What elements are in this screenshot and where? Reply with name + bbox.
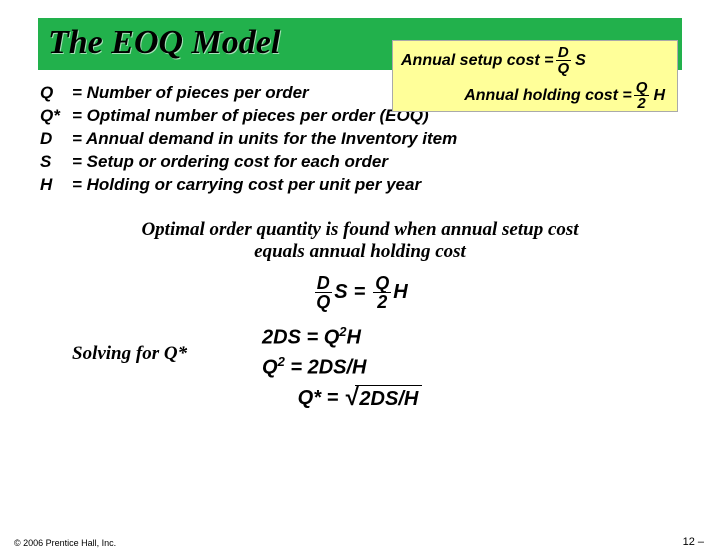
square-root: √ 2DS/H <box>344 385 422 412</box>
step1-sup: 2 <box>339 324 346 339</box>
frac-num: Q <box>373 274 391 293</box>
step1-lhs: 2DS = Q <box>262 327 339 349</box>
def-symbol: H <box>40 174 72 197</box>
step2-rhs: = 2DS/H <box>285 357 367 379</box>
setup-fraction: D Q <box>555 45 571 76</box>
equals-sign: = <box>354 281 366 304</box>
frac-num: Q <box>634 80 650 96</box>
def-symbol: Q <box>40 82 72 105</box>
main-equation: D Q S = Q 2 H <box>312 274 408 311</box>
def-text: = Setup or ordering cost for each order <box>72 151 680 174</box>
formula-callout: Annual setup cost = D Q S Annual holding… <box>392 40 678 112</box>
holding-cost-formula: Annual holding cost = Q 2 H <box>401 80 669 111</box>
def-text: = Holding or carrying cost per unit per … <box>72 174 680 197</box>
radical-icon: √ <box>344 386 357 410</box>
slide-number: 12 – <box>683 536 704 548</box>
holding-fraction: Q 2 <box>634 80 650 111</box>
derivation-step2: Q2 = 2DS/H <box>262 353 367 383</box>
holding-after: H <box>653 87 665 105</box>
explain-line2: equals annual holding cost <box>254 241 466 262</box>
frac-num: D <box>556 45 571 61</box>
step2-sup: 2 <box>278 354 285 369</box>
frac-den: 2 <box>635 96 647 111</box>
final-lhs: Q* = <box>298 387 339 410</box>
def-row: S = Setup or ordering cost for each orde… <box>40 151 680 174</box>
final-equation: Q* = √ 2DS/H <box>298 385 423 412</box>
solving-section: Solving for Q* 2DS = Q2H Q2 = 2DS/H <box>0 323 720 382</box>
setup-after: S <box>575 52 586 70</box>
step1-rhs: H <box>347 327 361 349</box>
def-symbol: Q* <box>40 105 72 128</box>
def-row: D = Annual demand in units for the Inven… <box>40 128 680 151</box>
derivation-steps: 2DS = Q2H Q2 = 2DS/H <box>262 323 367 382</box>
lhs-after: S <box>334 281 347 304</box>
solving-label: Solving for Q* <box>72 343 262 382</box>
def-symbol: S <box>40 151 72 174</box>
setup-label: Annual setup cost = <box>401 52 553 70</box>
lhs-fraction: D Q <box>314 274 332 311</box>
radicand: 2DS/H <box>355 385 422 412</box>
explain-line1: Optimal order quantity is found when ann… <box>141 219 578 240</box>
def-symbol: D <box>40 128 72 151</box>
explanation-text: Optimal order quantity is found when ann… <box>60 219 660 263</box>
derivation-step1: 2DS = Q2H <box>262 323 367 353</box>
setup-cost-formula: Annual setup cost = D Q S <box>401 45 669 76</box>
page-title: The EOQ Model <box>48 24 280 61</box>
holding-label: Annual holding cost = <box>464 87 632 105</box>
frac-den: Q <box>555 61 571 76</box>
rhs-fraction: Q 2 <box>373 274 391 311</box>
frac-den: 2 <box>375 293 389 311</box>
frac-den: Q <box>314 293 332 311</box>
frac-num: D <box>315 274 332 293</box>
rhs-after: H <box>393 281 407 304</box>
equation-area: D Q S = Q 2 H Solving for Q* 2DS = Q2H Q… <box>0 274 720 411</box>
def-text: = Annual demand in units for the Invento… <box>72 128 680 151</box>
def-row: H = Holding or carrying cost per unit pe… <box>40 174 680 197</box>
step2-lhs: Q <box>262 357 278 379</box>
